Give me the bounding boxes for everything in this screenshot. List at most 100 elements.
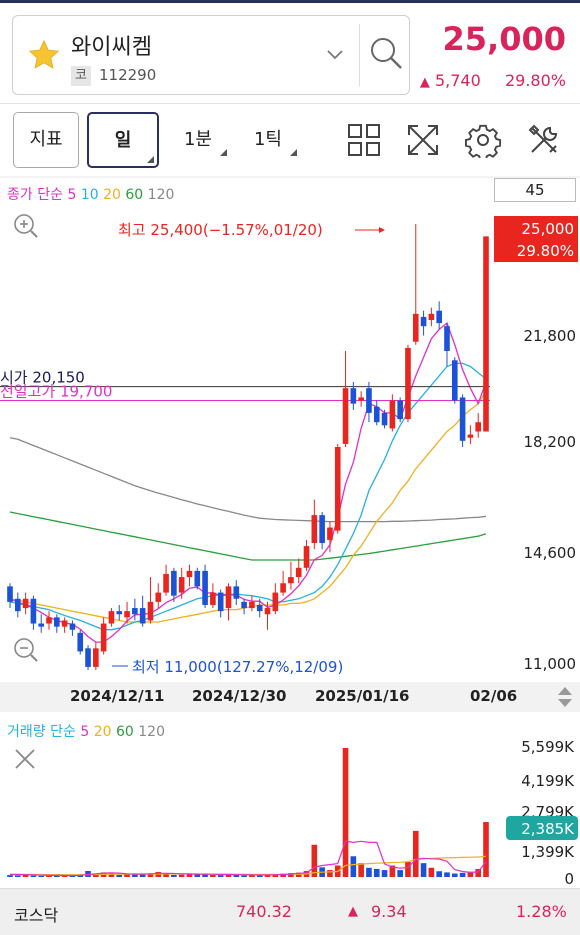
dropdown-corner-icon: [220, 149, 227, 156]
volume-bar: [217, 875, 224, 877]
candle: [397, 397, 403, 423]
candle: [139, 595, 146, 627]
grid-layout-icon[interactable]: [346, 122, 382, 158]
candle: [22, 592, 29, 615]
volume-bar: [358, 863, 364, 877]
expand-icon[interactable]: [405, 122, 441, 158]
candle: [38, 614, 45, 633]
candle-body: [303, 546, 310, 568]
candle: [163, 564, 169, 596]
candle: [420, 310, 427, 336]
period-day-button[interactable]: 일: [87, 112, 159, 168]
volume-bar: [116, 874, 123, 877]
period-minute-button[interactable]: 1분: [166, 112, 230, 168]
candle-body: [256, 604, 263, 612]
current-volume-tag: [506, 816, 578, 840]
candle: [171, 567, 177, 602]
volume-bar: [108, 873, 115, 877]
volume-bar: [475, 868, 482, 877]
stock-code: 112290: [99, 66, 157, 84]
chevron-down-icon[interactable]: [323, 42, 347, 66]
candle-body: [194, 570, 201, 587]
period-minute-label: 1분: [183, 129, 212, 150]
volume-bar: [186, 874, 193, 877]
candle: [61, 617, 68, 633]
candle: [444, 323, 450, 367]
candle: [194, 567, 201, 590]
candle: [217, 589, 224, 618]
volume-bar: [444, 872, 450, 877]
market-badge: 코: [71, 66, 91, 86]
candle: [405, 344, 411, 423]
candle-body: [264, 608, 271, 615]
candle: [108, 608, 115, 627]
candle-body: [475, 422, 482, 432]
index-ticker-bar[interactable]: 코스닥 740.32 ▲ 9.34 1.28%: [0, 888, 580, 935]
candle-body: [147, 601, 154, 621]
candle: [295, 558, 302, 584]
dropdown-corner-icon: [290, 149, 297, 156]
candle-body: [85, 648, 91, 667]
candle: [358, 391, 364, 407]
candle-body: [124, 611, 130, 618]
chart-toolbar: 지표 일 1분 1틱: [0, 104, 580, 176]
candle-body: [186, 570, 193, 578]
volume-bar: [350, 856, 357, 877]
tools-icon[interactable]: [526, 122, 562, 158]
date-axis[interactable]: 2024/12/11 2024/12/30 2025/01/16 02/06: [0, 682, 580, 712]
close-icon: [15, 749, 35, 769]
candle: [256, 598, 263, 618]
volume-bar: [38, 875, 45, 877]
scroll-arrows-icon[interactable]: [556, 685, 574, 709]
zoom-out-icon: [14, 638, 34, 658]
candle-body: [444, 326, 450, 351]
volume-bar: [256, 875, 263, 877]
candle-body: [373, 406, 380, 423]
current-price-tag-pct: 29.80%: [517, 242, 574, 260]
volume-bar: [280, 873, 286, 877]
candle-body: [163, 573, 169, 593]
candle: [46, 611, 52, 630]
candle-body: [467, 434, 474, 438]
star-icon[interactable]: [27, 38, 61, 72]
candle: [69, 620, 76, 636]
candle-body: [295, 567, 302, 578]
stock-selector[interactable]: 와이씨켐 코 112290: [12, 15, 410, 95]
dropdown-corner-icon: [147, 156, 154, 163]
candle-body: [116, 611, 123, 615]
zoom-in-icon[interactable]: [14, 214, 38, 238]
candle-body: [288, 577, 294, 584]
volume-bar: [54, 875, 60, 877]
indicator-button[interactable]: 지표: [13, 112, 79, 168]
candle-body: [412, 313, 419, 342]
candle: [124, 601, 130, 624]
candle: [342, 350, 349, 447]
candle: [389, 394, 396, 432]
current-price-tag-value: 25,000: [522, 220, 575, 238]
search-icon[interactable]: [365, 32, 407, 74]
period-tick-button[interactable]: 1틱: [236, 112, 300, 168]
candle-body: [225, 586, 232, 609]
candle: [77, 629, 84, 655]
candle-body: [77, 632, 84, 652]
candle-body: [30, 598, 37, 624]
candlestick-chart[interactable]: 최고 25,400(−1.57%,01/20) 최저 11,000(127.27%…: [0, 176, 580, 682]
candle-body: [334, 447, 341, 531]
zoom-out-icon[interactable]: [14, 638, 38, 662]
volume-bar: [124, 874, 130, 877]
zoom-in-icon: [14, 214, 34, 234]
period-count-input[interactable]: 45: [494, 178, 576, 202]
candle-body: [178, 577, 185, 593]
candle-body: [350, 388, 357, 404]
candle-body: [93, 648, 99, 667]
candle-body: [459, 397, 466, 441]
period-tick-label: 1틱: [253, 129, 282, 150]
candle-body: [397, 400, 403, 420]
candle: [116, 604, 123, 621]
candle-body: [311, 515, 318, 544]
low-price-label: 최저 11,000(127.27%,12/09): [132, 658, 343, 676]
close-icon[interactable]: [15, 749, 35, 769]
candle-body: [7, 586, 13, 602]
gear-icon[interactable]: [465, 122, 501, 158]
